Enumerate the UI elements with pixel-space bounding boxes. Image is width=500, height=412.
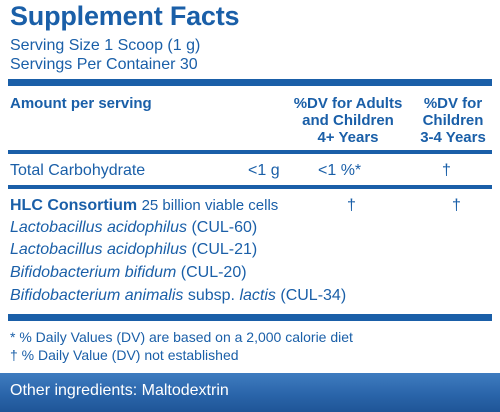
strain-row: Bifidobacterium animalis subsp. lactis (… bbox=[10, 286, 346, 305]
other-ingredients: Other ingredients: Maltodextrin bbox=[10, 382, 229, 399]
supplement-facts-panel: Supplement Facts Serving Size 1 Scoop (1… bbox=[8, 0, 492, 373]
strain-row: Lactobacillus acidophilus (CUL-21) bbox=[10, 240, 257, 259]
footnote-daily-values: * % Daily Values (DV) are based on a 2,0… bbox=[10, 329, 353, 345]
consortium-row: HLC Consortium 25 billion viable cells bbox=[10, 196, 278, 215]
divider-medium bbox=[8, 150, 492, 154]
dv-adults-header: %DV for Adults and Children 4+ Years bbox=[276, 95, 420, 146]
carbohydrate-name: Total Carbohydrate bbox=[10, 162, 146, 179]
divider-thick bbox=[8, 314, 492, 321]
servings-per-container: Servings Per Container 30 bbox=[10, 56, 198, 73]
strain-name: Bifidobacterium bifidum bbox=[10, 264, 177, 281]
strain-variety: lactis bbox=[239, 287, 276, 304]
consortium-dv-adults: † bbox=[347, 197, 356, 214]
panel-title: Supplement Facts bbox=[10, 1, 240, 31]
consortium-name: HLC Consortium bbox=[10, 197, 138, 214]
dv-children-header-line3: 3-4 Years bbox=[420, 129, 486, 146]
dv-adults-header-line3: 4+ Years bbox=[317, 129, 379, 146]
consortium-dv-children: † bbox=[452, 197, 461, 214]
divider-medium bbox=[8, 185, 492, 189]
other-ingredients-bar: Other ingredients: Maltodextrin bbox=[0, 373, 500, 412]
strain-subsp: subsp. bbox=[187, 287, 235, 304]
amount-per-serving-header: Amount per serving bbox=[10, 95, 152, 112]
carbohydrate-amount: <1 g bbox=[248, 162, 280, 179]
consortium-amount: 25 billion viable cells bbox=[141, 197, 279, 214]
strain-code: (CUL-21) bbox=[191, 241, 258, 258]
dv-children-header: %DV for Children 3-4 Years bbox=[413, 95, 493, 146]
strain-name: Lactobacillus acidophilus bbox=[10, 241, 187, 258]
dv-children-header-line1: %DV for bbox=[423, 95, 483, 112]
strain-code: (CUL-60) bbox=[191, 219, 258, 236]
strain-row: Lactobacillus acidophilus (CUL-60) bbox=[10, 218, 257, 237]
divider-thick bbox=[8, 79, 492, 86]
dv-adults-header-line2: and Children bbox=[302, 112, 394, 129]
strain-row: Bifidobacterium bifidum (CUL-20) bbox=[10, 263, 247, 282]
dv-adults-header-line1: %DV for Adults bbox=[293, 95, 403, 112]
strain-code: (CUL-34) bbox=[280, 287, 347, 304]
carbohydrate-dv-children: † bbox=[442, 162, 451, 179]
serving-size: Serving Size 1 Scoop (1 g) bbox=[10, 37, 201, 54]
strain-code: (CUL-20) bbox=[180, 264, 247, 281]
footnote-not-established: † % Daily Value (DV) not established bbox=[10, 347, 239, 363]
dv-children-header-line2: Children bbox=[422, 112, 484, 129]
strain-name: Bifidobacterium animalis bbox=[10, 287, 184, 304]
carbohydrate-dv-adults: <1 %* bbox=[318, 162, 362, 179]
strain-name: Lactobacillus acidophilus bbox=[10, 219, 187, 236]
